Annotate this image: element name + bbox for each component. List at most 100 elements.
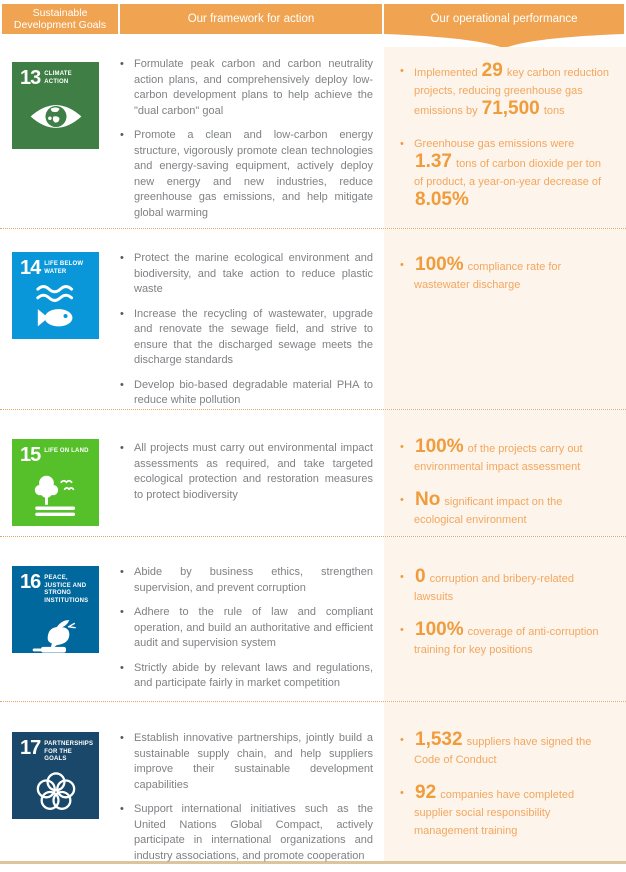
performance-item: • 0 corruption and bribery-related lawsui… bbox=[400, 567, 612, 606]
metric-text: companies have completed supplier social… bbox=[414, 789, 575, 837]
action-text: All projects must carry out environmenta… bbox=[134, 442, 373, 501]
bullet-icon: • bbox=[400, 441, 404, 453]
bullet-icon: • bbox=[120, 732, 124, 744]
goal-icon-cell: 17 PARTNERSHIPS FOR THE GOALS bbox=[0, 702, 120, 861]
metric-value: 29 bbox=[481, 60, 503, 81]
waves-fish-icon bbox=[12, 278, 99, 334]
action-item: • Formulate peak carbon and carbon neutra… bbox=[120, 57, 373, 119]
bullet-icon: • bbox=[120, 252, 124, 264]
metric-value: 8.05% bbox=[415, 189, 469, 210]
goal-title: PARTNERSHIPS FOR THE GOALS bbox=[44, 741, 94, 762]
goal-icon-cell: 13 CLIMATE ACTION bbox=[0, 47, 120, 228]
goal-tile-header: 14 LIFE BELOW WATER bbox=[12, 252, 99, 278]
metric-value: 92 bbox=[415, 782, 437, 803]
performance-text: 1,532 suppliers have signed the Code of … bbox=[414, 729, 612, 769]
sdg-15-tile: 15 LIFE ON LAND bbox=[12, 439, 99, 526]
action-text: Formulate peak carbon and carbon neutral… bbox=[134, 58, 373, 117]
metric-value: 71,500 bbox=[481, 98, 540, 119]
performance-text: 100% coverage of anti-corruption trainin… bbox=[414, 619, 612, 659]
action-text: Protect the marine ecological environmen… bbox=[134, 252, 373, 295]
goal-icon-cell: 15 LIFE ON LAND bbox=[0, 410, 120, 536]
performance-text: 100% of the projects carry out environme… bbox=[414, 436, 612, 476]
action-text: Support international initiatives such a… bbox=[134, 803, 373, 862]
performance-text: 92 companies have completed supplier soc… bbox=[414, 782, 612, 840]
goal-tile-header: 17 PARTNERSHIPS FOR THE GOALS bbox=[12, 732, 99, 764]
goal-title: CLIMATE ACTION bbox=[44, 71, 72, 85]
bullet-icon: • bbox=[120, 58, 124, 70]
goal-tile-header: 16 PEACE, JUSTICE AND STRONG INSTITUTIONS bbox=[12, 566, 99, 605]
header-framework-column: Our framework for action bbox=[120, 4, 382, 34]
dove-gavel-icon bbox=[12, 605, 99, 661]
sdg-15-row: 15 LIFE ON LAND • All projects must carry … bbox=[0, 410, 626, 537]
performance-item: • 100% compliance rate for wastewater dis… bbox=[400, 254, 612, 294]
goal-tile-header: 15 LIFE ON LAND bbox=[12, 439, 99, 465]
tree-birds-icon bbox=[12, 465, 99, 521]
header-framework-label: Our framework for action bbox=[187, 13, 315, 25]
action-text: Develop bio-based degradable material PH… bbox=[134, 378, 373, 407]
action-text: Abide by business ethics, strengthen sup… bbox=[134, 566, 373, 594]
goal-title: LIFE BELOW WATER bbox=[44, 261, 84, 275]
sdg-17-row: 17 PARTNERSHIPS FOR THE GOALS • Establish … bbox=[0, 702, 626, 864]
bullet-icon: • bbox=[400, 138, 404, 150]
header-performance-banner-tail bbox=[384, 33, 624, 47]
bullet-icon: • bbox=[400, 734, 404, 746]
performance-item: • 100% of the projects carry out environm… bbox=[400, 436, 612, 476]
header-goals-label: Sustainable Development Goals bbox=[13, 6, 107, 32]
metric-value: 100% bbox=[415, 436, 464, 457]
metric-text: of the projects carry out environmental … bbox=[414, 443, 583, 473]
action-text: Strictly abide by relevant laws and regu… bbox=[134, 661, 373, 690]
action-text: Promote a clean and low-carbon energy st… bbox=[134, 129, 373, 219]
framework-actions-cell: • Protect the marine ecological environme… bbox=[120, 229, 384, 409]
bullet-icon: • bbox=[400, 494, 404, 506]
goal-number: 14 bbox=[20, 257, 41, 279]
action-item: • Protect the marine ecological environme… bbox=[120, 251, 373, 298]
metric-text: compliance rate for wastewater discharge bbox=[414, 261, 562, 291]
header-performance-label: Our operational performance bbox=[430, 13, 578, 25]
bullet-icon: • bbox=[120, 129, 124, 141]
goal-tile-header: 13 CLIMATE ACTION bbox=[12, 62, 99, 88]
bullet-icon: • bbox=[120, 378, 124, 391]
metric-value: 100% bbox=[415, 619, 464, 640]
metric-text: suppliers have signed the Code of Conduc… bbox=[414, 736, 592, 766]
performance-cell: • Implemented 29 key carbon reduction pro… bbox=[384, 47, 626, 228]
metric-value: 100% bbox=[415, 254, 464, 275]
performance-text: 100% compliance rate for wastewater disc… bbox=[414, 254, 612, 294]
performance-cell: • 100% of the projects carry out environm… bbox=[384, 410, 626, 536]
metric-value: No bbox=[415, 489, 441, 510]
performance-cell: • 1,532 suppliers have signed the Code of… bbox=[384, 702, 626, 861]
action-item: • Support international initiatives such … bbox=[120, 802, 373, 864]
performance-item: • 1,532 suppliers have signed the Code of… bbox=[400, 729, 612, 769]
performance-text: Greenhouse gas emissions were 1.37 tons … bbox=[414, 135, 612, 211]
performance-item: • Implemented 29 key carbon reduction pro… bbox=[400, 60, 612, 120]
metric-text: Greenhouse gas emissions were bbox=[414, 138, 575, 150]
metric-text: tons of carbon dioxide per ton of produc… bbox=[414, 158, 602, 188]
goal-icon-cell: 14 LIFE BELOW WATER bbox=[0, 229, 120, 409]
action-item: • Increase the recycling of wastewater, u… bbox=[120, 307, 373, 369]
metric-text: corruption and bribery-related lawsuits bbox=[414, 573, 574, 603]
action-item: • Adhere to the rule of law and compliant… bbox=[120, 605, 373, 652]
metric-text: Implemented bbox=[414, 67, 481, 79]
action-item: • Abide by business ethics, strengthen su… bbox=[120, 565, 373, 596]
metric-value: 1,532 bbox=[415, 729, 463, 750]
framework-actions-cell: • Establish innovative partnerships, join… bbox=[120, 702, 384, 864]
bullet-icon: • bbox=[120, 606, 124, 618]
metric-text: significant impact on the ecological env… bbox=[414, 496, 563, 526]
sdg-rows-container: 13 CLIMATE ACTION • Formulate peak carbon … bbox=[0, 47, 626, 864]
sdg-14-tile: 14 LIFE BELOW WATER bbox=[12, 252, 99, 339]
sdg-14-row: 14 LIFE BELOW WATER • Protect the marine e… bbox=[0, 229, 626, 410]
metric-value: 1.37 bbox=[415, 151, 452, 172]
framework-actions-cell: • Abide by business ethics, strengthen su… bbox=[120, 537, 384, 701]
performance-text: No significant impact on the ecological … bbox=[414, 489, 612, 529]
sdg-13-tile: 13 CLIMATE ACTION bbox=[12, 62, 99, 149]
goal-number: 16 bbox=[20, 571, 41, 593]
goal-number: 17 bbox=[20, 737, 41, 759]
interlocking-circles-icon bbox=[12, 764, 99, 820]
bullet-icon: • bbox=[400, 624, 404, 636]
framework-actions-cell: • All projects must carry out environment… bbox=[120, 410, 384, 536]
bullet-icon: • bbox=[120, 803, 124, 815]
performance-cell: • 100% compliance rate for wastewater dis… bbox=[384, 229, 626, 409]
header-goals-column: Sustainable Development Goals bbox=[2, 4, 118, 34]
bullet-icon: • bbox=[400, 787, 404, 799]
goal-title: LIFE ON LAND bbox=[44, 448, 89, 454]
